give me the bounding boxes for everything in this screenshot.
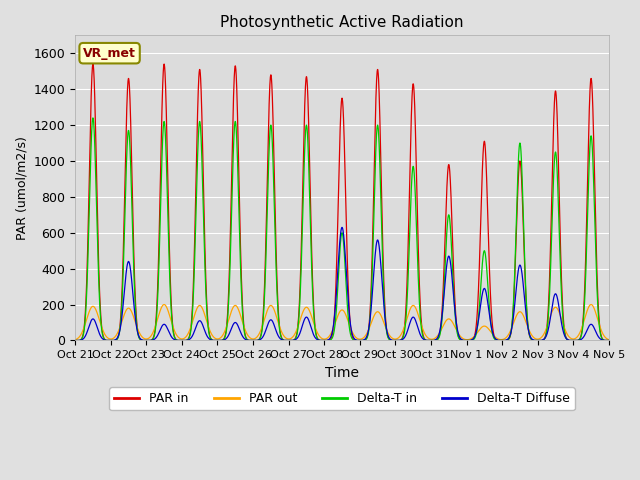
Delta-T in bbox=[132, 317, 140, 323]
PAR in bbox=[71, 337, 79, 343]
Delta-T in bbox=[537, 337, 545, 343]
Line: Delta-T Diffuse: Delta-T Diffuse bbox=[75, 228, 609, 340]
Delta-T Diffuse bbox=[605, 337, 612, 343]
Text: VR_met: VR_met bbox=[83, 47, 136, 60]
PAR out bbox=[588, 301, 595, 307]
PAR in bbox=[89, 61, 97, 67]
PAR out bbox=[132, 321, 140, 327]
Delta-T in bbox=[89, 115, 97, 121]
Delta-T in bbox=[71, 337, 79, 343]
PAR in bbox=[595, 309, 602, 314]
Legend: PAR in, PAR out, Delta-T in, Delta-T Diffuse: PAR in, PAR out, Delta-T in, Delta-T Dif… bbox=[109, 387, 575, 410]
PAR out bbox=[605, 337, 612, 343]
Title: Photosynthetic Active Radiation: Photosynthetic Active Radiation bbox=[220, 15, 464, 30]
PAR in bbox=[132, 312, 140, 318]
Y-axis label: PAR (umol/m2/s): PAR (umol/m2/s) bbox=[15, 136, 28, 240]
Delta-T Diffuse bbox=[595, 334, 602, 340]
Delta-T in bbox=[164, 213, 172, 218]
Delta-T in bbox=[595, 315, 602, 321]
Delta-T Diffuse bbox=[132, 321, 140, 326]
Delta-T Diffuse bbox=[299, 321, 307, 326]
Line: Delta-T in: Delta-T in bbox=[75, 118, 609, 340]
PAR out bbox=[299, 309, 307, 315]
PAR in bbox=[164, 180, 172, 185]
Delta-T Diffuse bbox=[339, 225, 346, 230]
PAR in bbox=[276, 328, 284, 334]
PAR in bbox=[537, 337, 545, 343]
Delta-T Diffuse bbox=[276, 336, 284, 341]
PAR out bbox=[595, 319, 602, 325]
Delta-T in bbox=[605, 337, 612, 343]
Delta-T Diffuse bbox=[71, 337, 79, 343]
Line: PAR in: PAR in bbox=[75, 64, 609, 340]
Delta-T Diffuse bbox=[537, 337, 545, 343]
Delta-T Diffuse bbox=[164, 326, 172, 332]
PAR out bbox=[276, 324, 284, 330]
X-axis label: Time: Time bbox=[325, 366, 359, 380]
PAR in bbox=[605, 337, 612, 343]
PAR out bbox=[537, 335, 545, 341]
Delta-T in bbox=[276, 330, 284, 336]
PAR in bbox=[300, 166, 307, 172]
PAR out bbox=[164, 307, 172, 312]
PAR out bbox=[71, 337, 79, 343]
Line: PAR out: PAR out bbox=[75, 304, 609, 340]
Delta-T in bbox=[300, 198, 307, 204]
